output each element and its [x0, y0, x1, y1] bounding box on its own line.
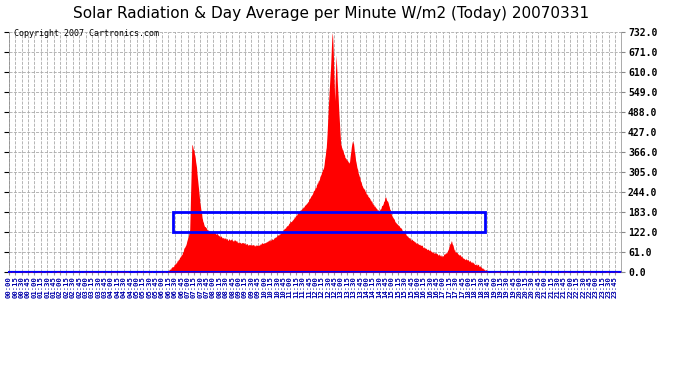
Bar [172, 212, 485, 232]
Text: Solar Radiation & Day Average per Minute W/m2 (Today) 20070331: Solar Radiation & Day Average per Minute… [73, 6, 589, 21]
Text: Copyright 2007 Cartronics.com: Copyright 2007 Cartronics.com [14, 29, 159, 38]
